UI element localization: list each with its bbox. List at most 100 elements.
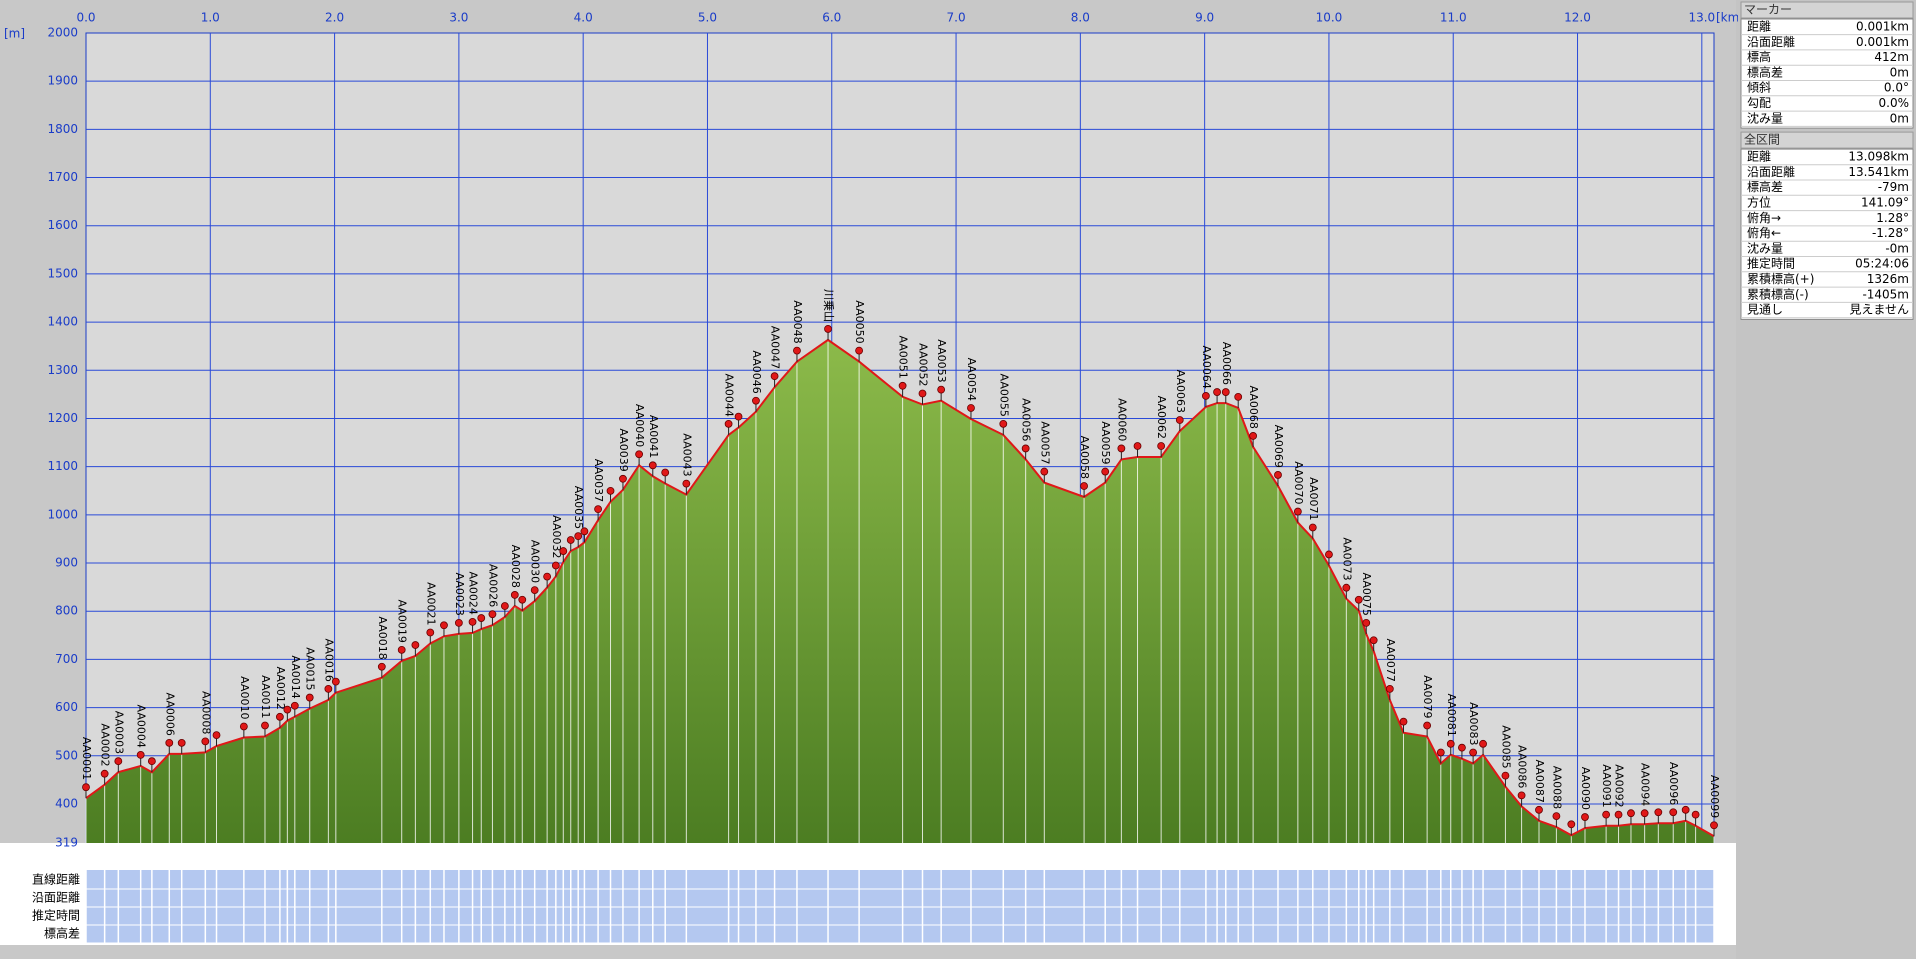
marker-label: AA0018: [376, 616, 389, 659]
marker-label: AA0003: [112, 711, 125, 754]
marker: [580, 527, 589, 536]
x-tick-label: 7.0: [947, 11, 966, 25]
marker-label: AA0051: [897, 335, 910, 378]
x-tick-label: 5.0: [698, 11, 717, 25]
panel-row-label: 標高: [1747, 49, 1771, 64]
marker: [147, 757, 156, 766]
marker-label: AA0077: [1384, 639, 1397, 682]
marker: [261, 721, 269, 730]
marker: [752, 396, 760, 405]
y-tick-label: 1700: [47, 170, 78, 184]
marker-label: AA0091: [1600, 764, 1613, 807]
marker-label: AA0090: [1579, 767, 1592, 810]
marker: [275, 712, 284, 721]
marker: [283, 705, 292, 714]
marker: [1517, 791, 1526, 800]
marker-label: AA0006: [163, 692, 176, 735]
marker: [937, 385, 946, 394]
marker: [724, 419, 733, 428]
y-tick-label: 2000: [47, 26, 78, 40]
marker: [1469, 748, 1478, 757]
panel-row-value: 13.098km: [1848, 150, 1909, 164]
marker: [824, 325, 832, 333]
y-tick-label: 1900: [47, 74, 78, 88]
marker-label: AA0026: [486, 564, 499, 607]
panel-row-value: 0.0°: [1884, 81, 1909, 95]
panel-row-label: 勾配: [1747, 96, 1771, 110]
marker-label: AA0039: [617, 428, 630, 471]
marker-label: AA0016: [322, 639, 335, 682]
panel-section-title: マーカー: [1744, 3, 1792, 17]
marker: [411, 641, 420, 649]
marker-label: AA0032: [550, 515, 563, 558]
marker: [1423, 721, 1432, 730]
marker: [377, 662, 386, 671]
marker: [1133, 442, 1142, 450]
marker: [165, 738, 174, 747]
marker-label: AA0073: [1340, 537, 1353, 580]
marker-label: AA0008: [199, 691, 212, 734]
marker-label: AA0056: [1020, 398, 1033, 441]
marker: [967, 404, 975, 412]
panel-row-label: 俯角←: [1747, 225, 1781, 240]
marker: [1293, 507, 1302, 516]
marker: [1581, 813, 1589, 821]
marker-label: AA0052: [916, 343, 929, 386]
marker: [635, 450, 644, 459]
marker: [1385, 684, 1394, 693]
marker-label: AA0030: [529, 540, 542, 583]
marker: [1201, 392, 1210, 400]
marker-label: AA0041: [647, 415, 660, 458]
marker-label: AA0096: [1667, 762, 1680, 805]
panel-section-body: [1740, 148, 1914, 320]
marker: [734, 412, 743, 421]
y-tick-label: 600: [55, 700, 78, 714]
marker: [177, 738, 186, 747]
marker: [100, 769, 109, 778]
marker-label: AA0071: [1307, 477, 1320, 520]
marker-label: AA0040: [633, 404, 646, 447]
marker-label: AA0069: [1272, 425, 1285, 468]
marker: [1249, 432, 1258, 440]
y-tick-label: 400: [55, 796, 78, 810]
panel-row-label: 累積標高(-): [1747, 286, 1809, 301]
marker-label: AA0044: [723, 374, 736, 417]
marker: [1021, 444, 1030, 453]
marker-label: AA0099: [1708, 775, 1721, 818]
panel-row-value: 1.28°: [1876, 211, 1909, 225]
marker: [212, 731, 221, 740]
marker-label: AA0058: [1078, 436, 1091, 479]
panel-row-label: 累積標高(+): [1747, 271, 1814, 286]
y-tick-label: 500: [55, 748, 78, 762]
panel-section-title: 全区間: [1744, 132, 1780, 147]
marker: [1354, 595, 1363, 604]
panel-section-body: [1740, 18, 1914, 129]
marker-label: AA0060: [1115, 398, 1128, 441]
panel-row-label: 傾斜: [1747, 81, 1771, 95]
marker-label: AA0021: [424, 582, 437, 625]
marker-label: AA0094: [1639, 763, 1652, 806]
marker-label: 川乗山: [822, 289, 835, 322]
marker: [1213, 388, 1221, 396]
marker-label: AA0054: [965, 358, 978, 401]
marker: [1369, 636, 1378, 645]
x-tick-label: 6.0: [822, 11, 841, 25]
marker-label: AA0047: [769, 326, 782, 369]
marker: [793, 346, 801, 355]
marker: [1614, 810, 1623, 819]
marker: [397, 645, 406, 654]
panel-row-label: 沈み量: [1747, 240, 1783, 255]
marker-label: AA0046: [750, 350, 763, 393]
panel-row-label: 標高差: [1747, 64, 1783, 79]
marker: [918, 389, 927, 398]
marker-label: AA0092: [1613, 764, 1626, 807]
marker-label: AA0024: [467, 572, 480, 615]
panel-row-value: -79m: [1878, 180, 1909, 194]
marker-label: AA0015: [304, 647, 317, 690]
marker: [468, 618, 477, 626]
marker-label: AA0050: [853, 300, 866, 343]
y-tick-label: 800: [55, 604, 78, 618]
marker-label: AA0066: [1220, 342, 1233, 385]
marker-label: AA0001: [80, 737, 93, 780]
